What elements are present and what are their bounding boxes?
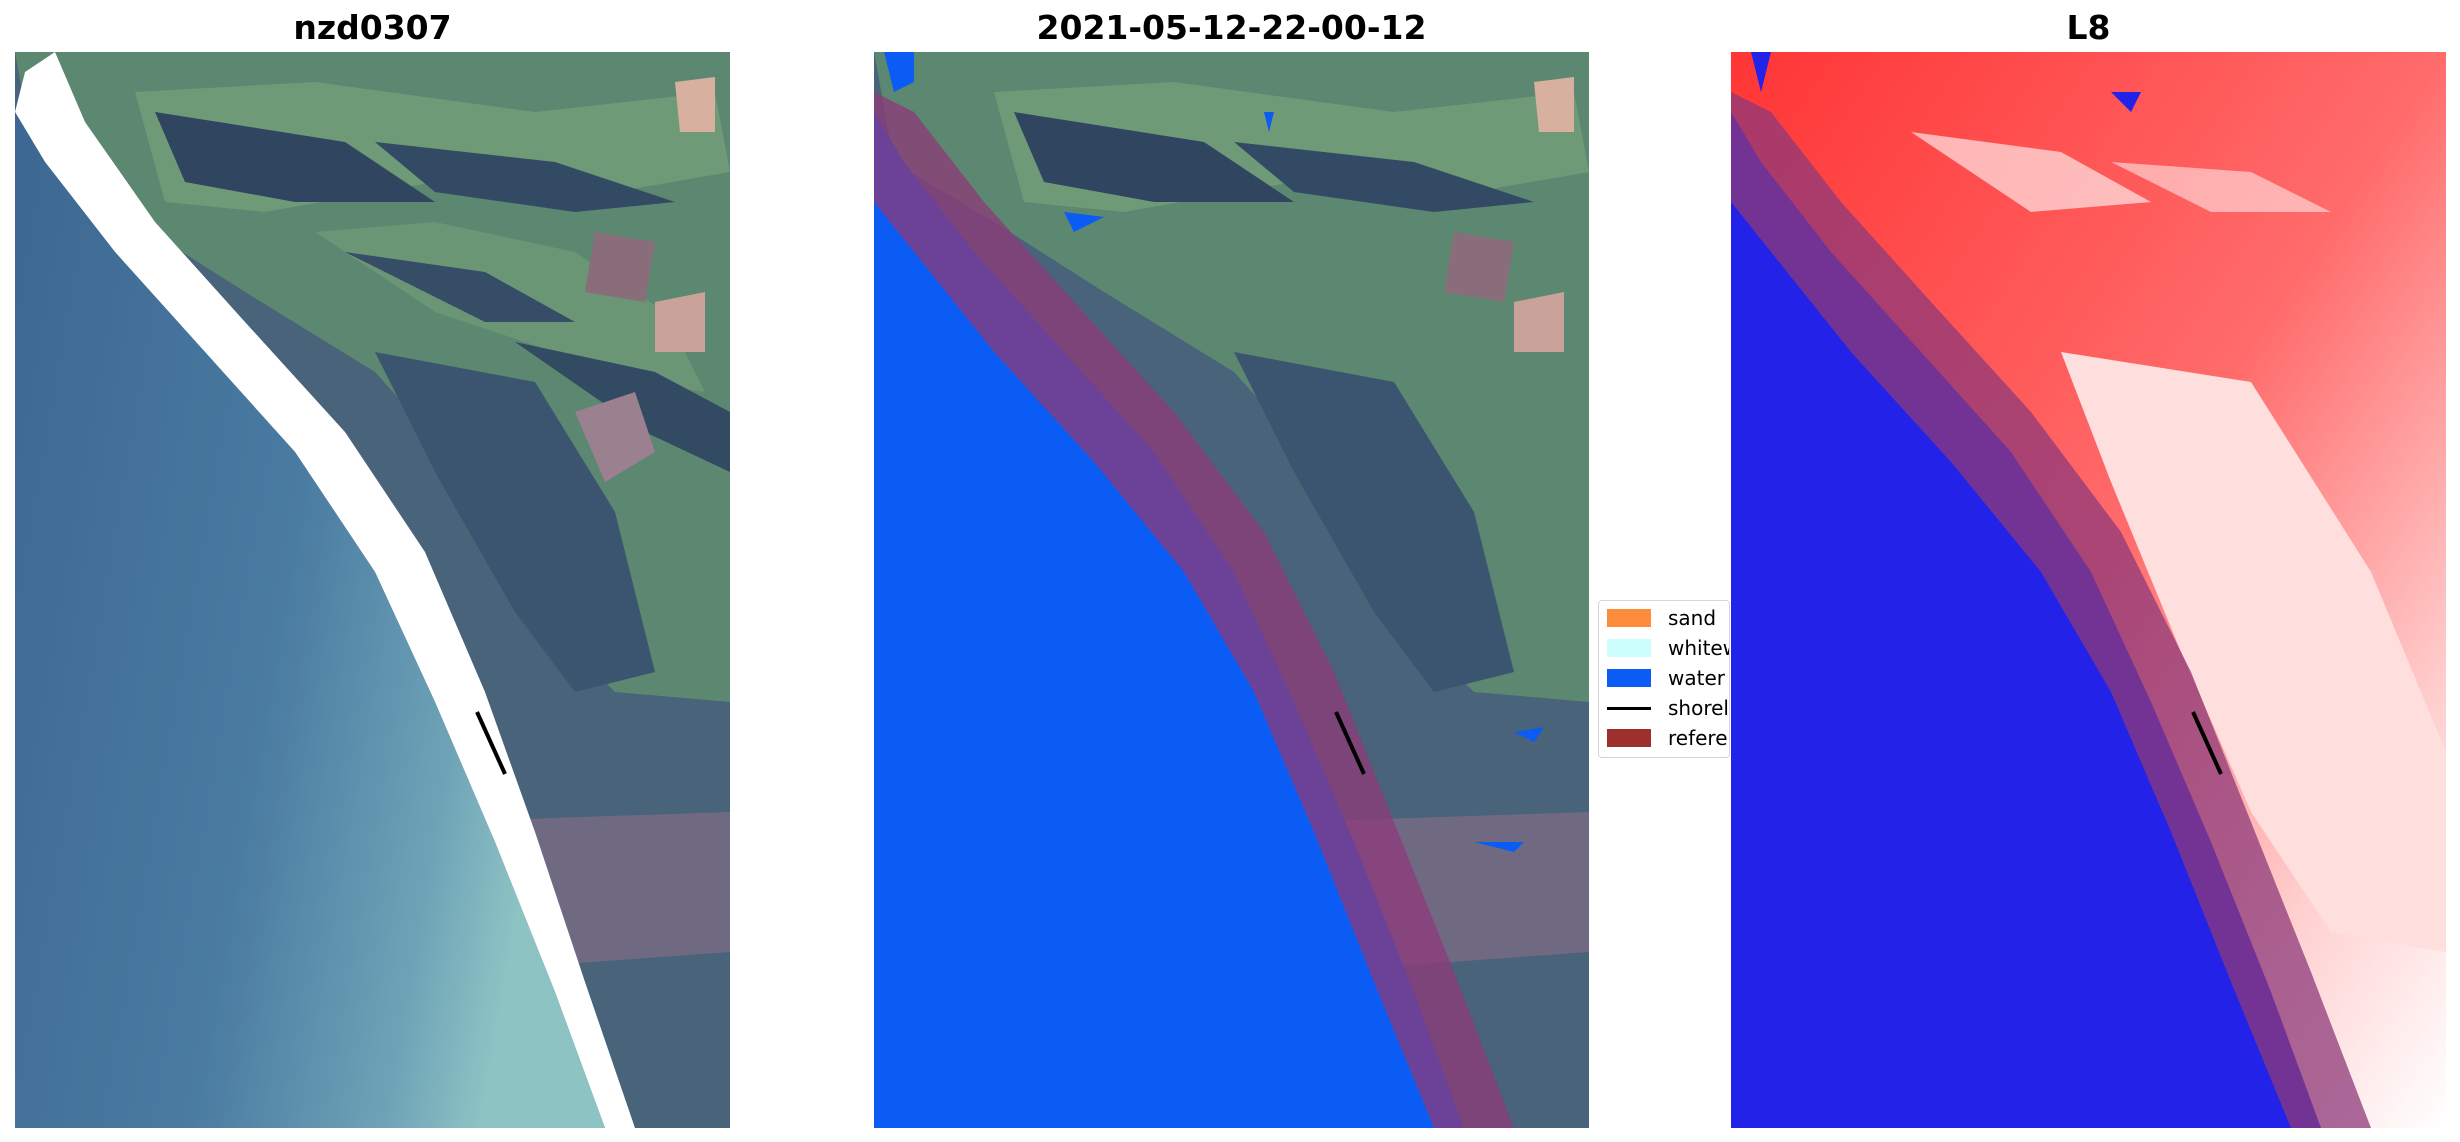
reference-shoreline-buffer (1731, 92, 2371, 1128)
legend-swatch-reference-buffer (1607, 729, 1651, 747)
index-image-panel (1731, 52, 2446, 1128)
legend-line-shoreline (1607, 699, 1651, 717)
shoreline-segment (475, 711, 507, 775)
legend-item-sand: sand (1607, 604, 1716, 632)
classified-satellite-image (874, 52, 1589, 1128)
rgb-satellite-image (15, 52, 730, 1128)
index-image (1731, 52, 2446, 1128)
legend-item-shoreline: shoreline (1607, 694, 1729, 722)
shoreline-segment (2191, 711, 2223, 775)
legend-swatch-water (1607, 669, 1651, 687)
panel-title-rgb: nzd0307 (293, 8, 452, 47)
classified-image-panel (874, 52, 1589, 1128)
panel-title-classified: 2021-05-12-22-00-12 (1036, 8, 1427, 47)
legend-swatch-whitewater (1607, 639, 1651, 657)
rgb-image-panel (15, 52, 730, 1128)
legend-swatch-sand (1607, 609, 1651, 627)
reference-shoreline-buffer (874, 92, 1514, 1128)
shoreline-segment (1334, 711, 1366, 775)
legend-item-water: water (1607, 664, 1725, 692)
panel-title-index: L8 (2066, 8, 2111, 47)
legend-item-reference-buffer: reference shoreline buffer (1607, 724, 1729, 752)
